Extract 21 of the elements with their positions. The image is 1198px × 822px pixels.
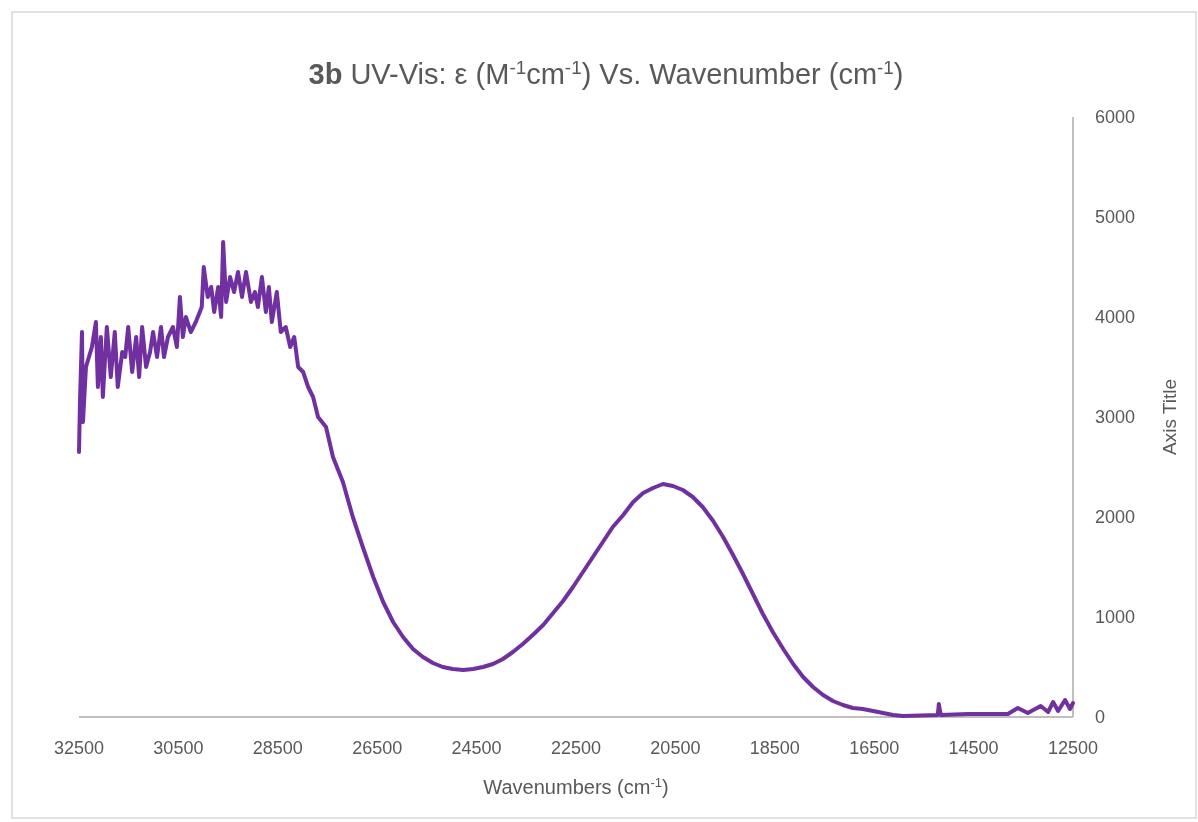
x-tick-label: 32500 (53, 738, 105, 758)
x-tick-label: 30500 (153, 738, 204, 758)
x-tick-label: 18500 (749, 738, 800, 758)
x-axis-title: Wavenumbers (cm$^{-1}$) (483, 774, 669, 798)
y-axis-title: Axis Title (1159, 378, 1180, 456)
chart-title: 3b UV-Vis: ε (M$^{-1}$cm$^{-1}$) Vs. Wavenumber (cm$^{-1}$) (308, 56, 904, 90)
y-tick-label: 0 (1095, 707, 1106, 727)
x-tick-label: 12500 (1047, 738, 1099, 758)
x-tick-label: 24500 (451, 738, 502, 758)
y-tick-label: 3000 (1095, 407, 1136, 427)
x-tick-label: 16500 (849, 738, 900, 758)
x-tick-label: 26500 (352, 738, 403, 758)
y-tick-label: 2000 (1095, 507, 1136, 527)
x-tick-label: 28500 (252, 738, 303, 758)
y-tick-label: 6000 (1095, 107, 1136, 127)
y-tick-label: 4000 (1095, 307, 1136, 327)
x-tick-label: 22500 (550, 738, 602, 758)
y-tick-label: 5000 (1095, 207, 1136, 227)
x-tick-label: 20500 (650, 738, 701, 758)
y-tick-label: 1000 (1095, 607, 1136, 627)
x-tick-label: 14500 (948, 738, 999, 758)
